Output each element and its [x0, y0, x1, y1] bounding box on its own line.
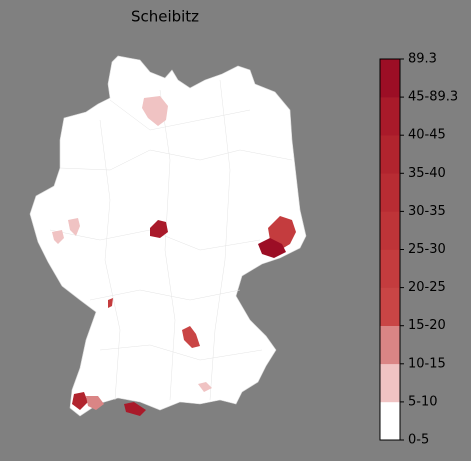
colorbar-segment: [380, 363, 400, 403]
district: [182, 326, 200, 348]
colorbar-segment: [380, 287, 400, 326]
colorbar-segment: [380, 97, 400, 136]
colorbar-segment: [380, 325, 400, 365]
colorbar-label: 89.3: [408, 52, 437, 67]
district: [142, 96, 168, 126]
district: [258, 238, 286, 258]
colorbar-label: 0-5: [408, 433, 429, 448]
map-title: Scheibitz: [131, 8, 199, 26]
district: [52, 230, 64, 244]
district: [108, 298, 113, 308]
colorbar-segment: [380, 249, 400, 288]
district: [68, 218, 80, 236]
germany-map: [29, 55, 307, 417]
district: [150, 220, 168, 238]
colorbar-label: 5-10: [408, 394, 438, 409]
district: [72, 392, 88, 410]
colorbar-label: 35-40: [408, 166, 446, 181]
colorbar-segment: [380, 59, 400, 98]
colorbar-label: 45-89.3: [408, 90, 458, 105]
district: [86, 396, 104, 410]
colorbar-label: 25-30: [408, 242, 446, 257]
colorbar-label: 10-15: [408, 356, 446, 371]
colorbar-segment: [380, 401, 400, 441]
colorbar-label: 40-45: [408, 128, 446, 143]
colorbar-segment: [380, 173, 400, 212]
colorbar-label: 15-20: [408, 318, 446, 333]
colorbar-segment: [380, 211, 400, 250]
district: [124, 402, 146, 416]
colorbar-segment: [380, 135, 400, 174]
colorbar-label: 20-25: [408, 280, 446, 295]
colorbar-label: 30-35: [408, 204, 446, 219]
country-outline: [29, 55, 307, 417]
colorbar: 0-5 5-10 10-15 15-20 20-25 25-30 30-35 35-40 40-…: [379, 52, 458, 448]
district: [198, 382, 212, 392]
